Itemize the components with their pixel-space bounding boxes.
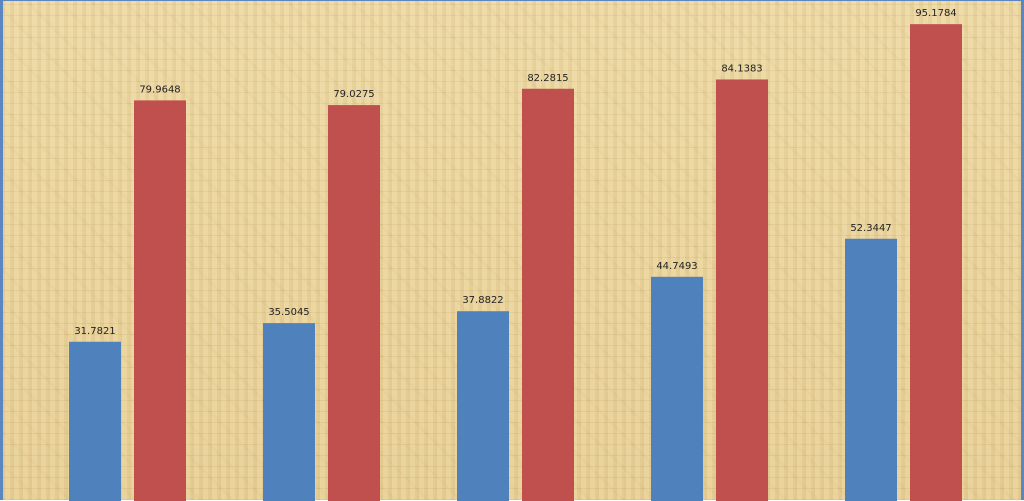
data-label-series1-group4: 44.7493 xyxy=(656,261,697,272)
bar-series2-group3 xyxy=(522,88,574,501)
bar-series1-group1 xyxy=(69,341,121,501)
data-label-series2-group3: 82.2815 xyxy=(527,73,568,84)
data-label-series2-group4: 84.1383 xyxy=(721,63,762,74)
bar-series1-group2 xyxy=(263,323,315,501)
bar-series1-group5 xyxy=(845,238,897,501)
bar-series1-group3 xyxy=(457,311,509,501)
bar-chart: 31.7821 79.9648 35.5045 79.0275 37.8822 82.28… xyxy=(69,8,962,501)
data-label-series1-group3: 37.8822 xyxy=(462,295,503,306)
data-label-series1-group1: 31.7821 xyxy=(74,326,115,337)
bar-series2-group4 xyxy=(716,79,768,501)
data-label-series1-group5: 52.3447 xyxy=(850,223,891,234)
data-label-series2-group5: 95.1784 xyxy=(915,8,956,19)
bar-series2-group5 xyxy=(910,24,962,501)
bar-series1-group4 xyxy=(651,276,703,501)
bar-series2-group1 xyxy=(134,100,186,501)
data-label-series2-group2: 79.0275 xyxy=(333,89,374,100)
bar-series2-group2 xyxy=(328,105,380,501)
data-label-series2-group1: 79.9648 xyxy=(139,84,180,95)
data-label-series1-group2: 35.5045 xyxy=(268,307,309,318)
